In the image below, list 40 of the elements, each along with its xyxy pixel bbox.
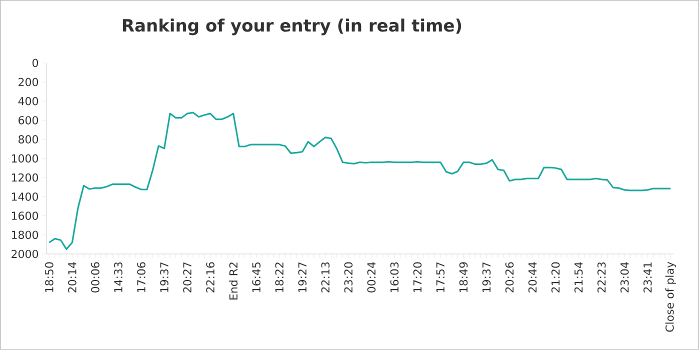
y-tick-label: 1200	[12, 173, 38, 182]
x-tick-label: 23:04	[620, 262, 629, 292]
x-tick-label: 18:50	[45, 262, 54, 292]
x-tick-label: 19:37	[160, 262, 168, 292]
y-tick-label: 200	[18, 78, 38, 86]
x-tick-label: 14:33	[114, 262, 122, 292]
x-tick-label: Close of play	[665, 262, 676, 332]
x-tick-label: 16:03	[390, 262, 399, 292]
x-tick-label: 20:14	[68, 262, 76, 292]
x-tick-label: 19:37	[482, 262, 491, 292]
x-tick-label: 16:45	[252, 262, 260, 292]
y-tick-label: 1600	[12, 212, 38, 220]
x-tick-label: 22:16	[206, 262, 214, 292]
y-tick-label: 0	[32, 58, 38, 68]
y-tick-label: 600	[18, 116, 38, 124]
x-tick-label: 17:06	[137, 262, 146, 292]
y-tick-label: 800	[18, 135, 38, 144]
x-tick-label: 20:44	[528, 262, 537, 292]
x-tick-label: 00:06	[91, 262, 100, 293]
x-tick-label: 22:23	[597, 262, 606, 292]
x-tick-label: 17:57	[436, 262, 445, 292]
chart-title: Ranking of your entry (in real time)	[123, 18, 462, 36]
x-tick-label: 00:24	[367, 262, 376, 293]
x-tick-label: 21:20	[551, 262, 560, 292]
y-tick-label: 1000	[12, 154, 38, 163]
x-tick-label: 18:22	[275, 262, 284, 292]
x-tick-label: 22:13	[321, 262, 330, 292]
y-tick-label: 1800	[12, 230, 38, 240]
x-tick-label: 19:27	[298, 262, 307, 292]
x-tick-label: 23:41	[643, 262, 652, 292]
x-tick-label: 17:20	[413, 262, 422, 292]
y-tick-label: 2000	[12, 250, 38, 258]
x-tick-label: 20:26	[505, 262, 514, 292]
x-tick-label: 18:49	[459, 262, 468, 292]
y-tick-label: 1400	[12, 192, 38, 201]
x-tick-label: 20:27	[183, 262, 192, 292]
y-tick-label: 400	[18, 97, 38, 106]
x-tick-label: 21:54	[574, 262, 583, 292]
x-tick-label: End R2	[229, 262, 238, 300]
x-tick-label: 23:20	[344, 262, 353, 292]
